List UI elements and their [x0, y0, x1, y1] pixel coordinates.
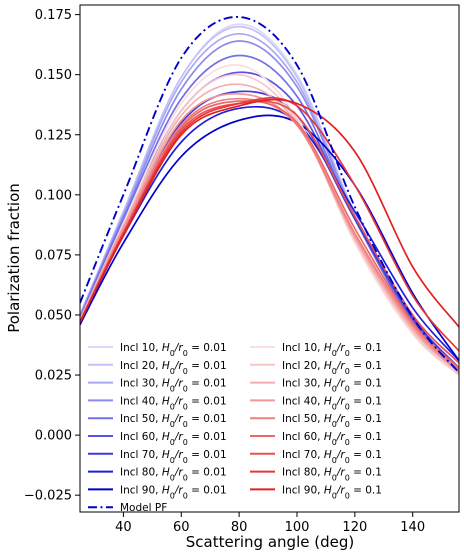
legend-label: Incl 30, H0/r0 = 0.01 — [120, 378, 227, 394]
legend-label: Incl 30, H0/r0 = 0.1 — [282, 378, 382, 394]
series-line-19 — [80, 16, 459, 374]
legend-label: Incl 80, H0/r0 = 0.01 — [120, 467, 227, 483]
x-tick-label: 120 — [342, 520, 367, 535]
x-axis-label: Scattering angle (deg) — [186, 533, 354, 551]
series-line-9 — [80, 114, 459, 362]
y-tick-label: 0.075 — [35, 248, 72, 263]
legend-label: Incl 10, H0/r0 = 0.1 — [282, 342, 382, 358]
legend-label: Incl 80, H0/r0 = 0.1 — [282, 467, 382, 483]
series-line-11 — [80, 73, 459, 376]
axes: 40 60 80 100 120 140 −0.025 0.000 0.025 0.050 0.07… — [24, 4, 460, 535]
legend-label: Incl 50, H0/r0 = 0.01 — [120, 413, 227, 429]
x-tick-label: 100 — [285, 520, 310, 535]
legend-label: Incl 90, H0/r0 = 0.1 — [282, 484, 382, 500]
x-tick-label: 60 — [173, 520, 190, 535]
series-line-5 — [80, 54, 459, 374]
y-tick-label: 0.125 — [35, 128, 72, 143]
legend-label: Model PF — [120, 502, 167, 514]
legend-label: Incl 50, H0/r0 = 0.1 — [282, 413, 382, 429]
legend-label: Incl 40, H0/r0 = 0.01 — [120, 395, 227, 411]
legend-label: Incl 70, H0/r0 = 0.1 — [282, 449, 382, 465]
x-tick-label: 140 — [400, 520, 425, 535]
series-line-18 — [80, 98, 459, 328]
series-line-15 — [80, 100, 459, 369]
plot-frame — [79, 4, 460, 513]
y-axis-label: Polarization fraction — [5, 183, 23, 333]
series-line-16 — [80, 100, 459, 364]
series-line-8 — [80, 105, 459, 362]
legend-label: Incl 60, H0/r0 = 0.1 — [282, 431, 382, 447]
legend-label: Incl 20, H0/r0 = 0.01 — [120, 360, 227, 376]
plot-curves — [80, 16, 459, 376]
y-tick-label: 0.025 — [35, 369, 72, 384]
legend-label: Incl 70, H0/r0 = 0.01 — [120, 449, 227, 465]
series-line-17 — [80, 97, 459, 352]
y-tick-label: 0.050 — [35, 308, 72, 323]
y-tick-label: 0.150 — [35, 68, 72, 83]
x-tick-label: 40 — [115, 520, 132, 535]
legend-label: Incl 40, H0/r0 = 0.1 — [282, 395, 382, 411]
y-tick-label: −0.025 — [24, 489, 72, 504]
series-line-13 — [80, 93, 459, 374]
legend: Incl 10, H0/r0 = 0.01 Incl 20, H0/r0 = 0.… — [88, 342, 382, 514]
series-line-7 — [80, 90, 459, 369]
legend-label: Incl 20, H0/r0 = 0.1 — [282, 360, 382, 376]
y-tick-label: 0.100 — [35, 188, 72, 203]
x-tick-label: 80 — [231, 520, 248, 535]
series-line-14 — [80, 97, 459, 371]
y-tick-label: 0.000 — [35, 429, 72, 444]
legend-label: Incl 90, H0/r0 = 0.01 — [120, 484, 227, 500]
series-line-10 — [80, 64, 459, 376]
y-tick-label: 0.175 — [35, 8, 72, 23]
series-line-12 — [80, 83, 459, 374]
legend-label: Incl 10, H0/r0 = 0.01 — [120, 342, 227, 358]
legend-label: Incl 60, H0/r0 = 0.01 — [120, 431, 227, 447]
